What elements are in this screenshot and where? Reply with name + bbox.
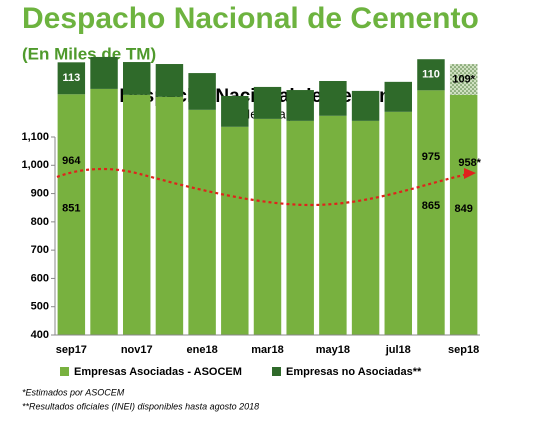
legend-label: Empresas no Asociadas**: [286, 366, 422, 378]
trend-arrow: [464, 168, 476, 179]
bar-segment: [57, 94, 86, 335]
value-label: 113: [62, 72, 80, 84]
value-label: 110: [422, 69, 440, 81]
legend-label: Empresas Asociadas - ASOCEM: [74, 366, 242, 378]
bar-segment: [155, 96, 184, 335]
x-tick-label: mar18: [251, 344, 283, 356]
x-tick-label: ene18: [187, 344, 218, 356]
bar-segment: [188, 73, 216, 110]
y-tick-label: 400: [31, 329, 49, 341]
bar-segment: [123, 94, 151, 336]
bar-segment: [286, 120, 314, 336]
footnote: **Resultados oficiales (INEI) disponible…: [22, 401, 259, 411]
bar-segment: [286, 90, 314, 121]
bar-segment: [351, 90, 380, 121]
x-tick-label: nov17: [121, 344, 153, 356]
bar-segment: [221, 95, 249, 127]
page-subtitle: (En Miles de TM): [22, 44, 156, 63]
y-tick-label: 1,100: [21, 131, 49, 143]
x-tick-label: sep17: [56, 344, 87, 356]
total-label: 964: [62, 155, 81, 167]
bar-segment: [155, 64, 184, 97]
total-label: 975: [422, 151, 440, 163]
bar-segment: [221, 126, 249, 336]
y-tick-label: 900: [31, 187, 49, 199]
value-label: 849: [454, 203, 472, 215]
plot: 400 500 600 700 800 900 1,000 1,100 851 113 sep17 n…: [21, 56, 482, 378]
y-tick-label: 1,000: [21, 159, 49, 171]
bar-segment: [417, 90, 445, 335]
legend-swatch: [272, 367, 281, 376]
bar-segment: [90, 88, 118, 336]
y-tick-label: 500: [31, 301, 49, 313]
bar-segment: [253, 86, 282, 119]
y-tick-label: 600: [31, 272, 49, 284]
bar-segment: [384, 111, 412, 335]
bar-segment: [90, 56, 118, 89]
footnote: *Estimados por ASOCEM: [22, 387, 125, 397]
bar-segment: [417, 59, 445, 91]
bar-segment: [319, 115, 347, 336]
value-label: 865: [422, 200, 440, 212]
bar-segment: [319, 80, 347, 116]
bar-segment: [449, 64, 478, 95]
bar-segment: [384, 81, 412, 112]
value-label: 851: [62, 202, 80, 214]
bar-segment: [123, 62, 151, 95]
total-label: 958*: [458, 157, 481, 169]
value-label: 109*: [452, 73, 475, 85]
bar-segment: [253, 118, 282, 335]
trend-line: [56, 167, 469, 207]
legend-swatch: [60, 367, 69, 376]
page-title: Despacho Nacional de Cemento: [22, 2, 479, 35]
y-tick-label: 800: [31, 216, 49, 228]
bar-segment: [57, 62, 86, 95]
x-tick-label: may18: [316, 344, 350, 356]
y-tick-label: 700: [31, 244, 49, 256]
x-tick-label: jul18: [385, 344, 411, 356]
bar-segment: [449, 94, 478, 336]
bar-segment: [188, 109, 216, 336]
bar-segment: [351, 120, 380, 336]
x-tick-label: sep18: [448, 344, 479, 356]
